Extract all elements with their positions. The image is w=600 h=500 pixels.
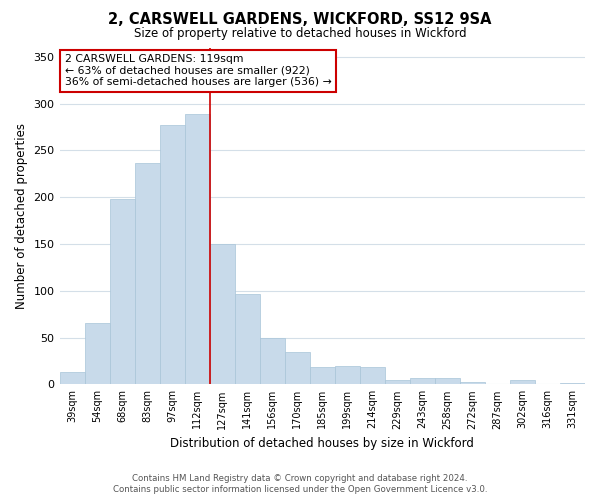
Bar — [59, 372, 85, 384]
Bar — [185, 114, 209, 384]
Bar — [385, 380, 410, 384]
Bar — [435, 378, 460, 384]
Text: Contains HM Land Registry data © Crown copyright and database right 2024.
Contai: Contains HM Land Registry data © Crown c… — [113, 474, 487, 494]
Bar — [310, 366, 335, 384]
Y-axis label: Number of detached properties: Number of detached properties — [15, 123, 28, 309]
Bar — [410, 378, 435, 384]
Bar — [285, 352, 310, 384]
Bar — [360, 368, 385, 384]
Bar — [134, 162, 160, 384]
Text: 2 CARSWELL GARDENS: 119sqm
← 63% of detached houses are smaller (922)
36% of sem: 2 CARSWELL GARDENS: 119sqm ← 63% of deta… — [65, 54, 332, 88]
Bar — [209, 244, 235, 384]
Bar — [110, 199, 134, 384]
Bar — [235, 294, 260, 384]
Text: 2, CARSWELL GARDENS, WICKFORD, SS12 9SA: 2, CARSWELL GARDENS, WICKFORD, SS12 9SA — [108, 12, 492, 28]
Bar — [85, 324, 110, 384]
X-axis label: Distribution of detached houses by size in Wickford: Distribution of detached houses by size … — [170, 437, 474, 450]
Bar — [160, 125, 185, 384]
Bar — [260, 338, 285, 384]
Bar — [510, 380, 535, 384]
Text: Size of property relative to detached houses in Wickford: Size of property relative to detached ho… — [134, 28, 466, 40]
Bar — [460, 382, 485, 384]
Bar — [335, 366, 360, 384]
